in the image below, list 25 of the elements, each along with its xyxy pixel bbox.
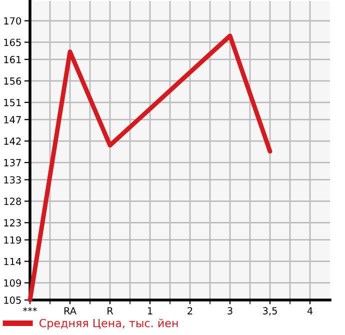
y-tick-label: 151 <box>4 98 21 106</box>
y-tick-label: 161 <box>4 56 21 64</box>
x-tick-label: 4 <box>307 307 313 314</box>
y-tick-label: 123 <box>4 219 21 227</box>
x-tick-label: R <box>108 307 114 314</box>
y-tick-label: 114 <box>4 258 22 266</box>
x-tick-label: 3 <box>228 307 232 314</box>
y-tick-label: 119 <box>4 236 21 244</box>
legend-label: Средняя Цена, тыс. йен <box>40 318 178 330</box>
x-tick-label: *** <box>23 307 37 312</box>
y-tick-label: 147 <box>4 116 21 124</box>
y-tick-label: 105 <box>4 296 21 304</box>
y-tick-label: 137 <box>4 159 21 166</box>
y-tick-label: 128 <box>4 198 21 206</box>
y-tick-label: 170 <box>4 17 22 25</box>
y-tick-label: 133 <box>4 176 21 184</box>
y-tick-label: 156 <box>4 77 22 85</box>
x-tick-label: 3,5 <box>263 307 277 316</box>
x-tick-label: 1 <box>148 307 152 314</box>
x-tick-label: RA <box>64 307 76 314</box>
y-tick-label: 109 <box>4 279 21 287</box>
y-tick-label: 142 <box>4 138 21 145</box>
y-tick-label: 165 <box>4 38 21 46</box>
line-series <box>28 34 272 302</box>
x-tick-label: 2 <box>188 307 192 314</box>
